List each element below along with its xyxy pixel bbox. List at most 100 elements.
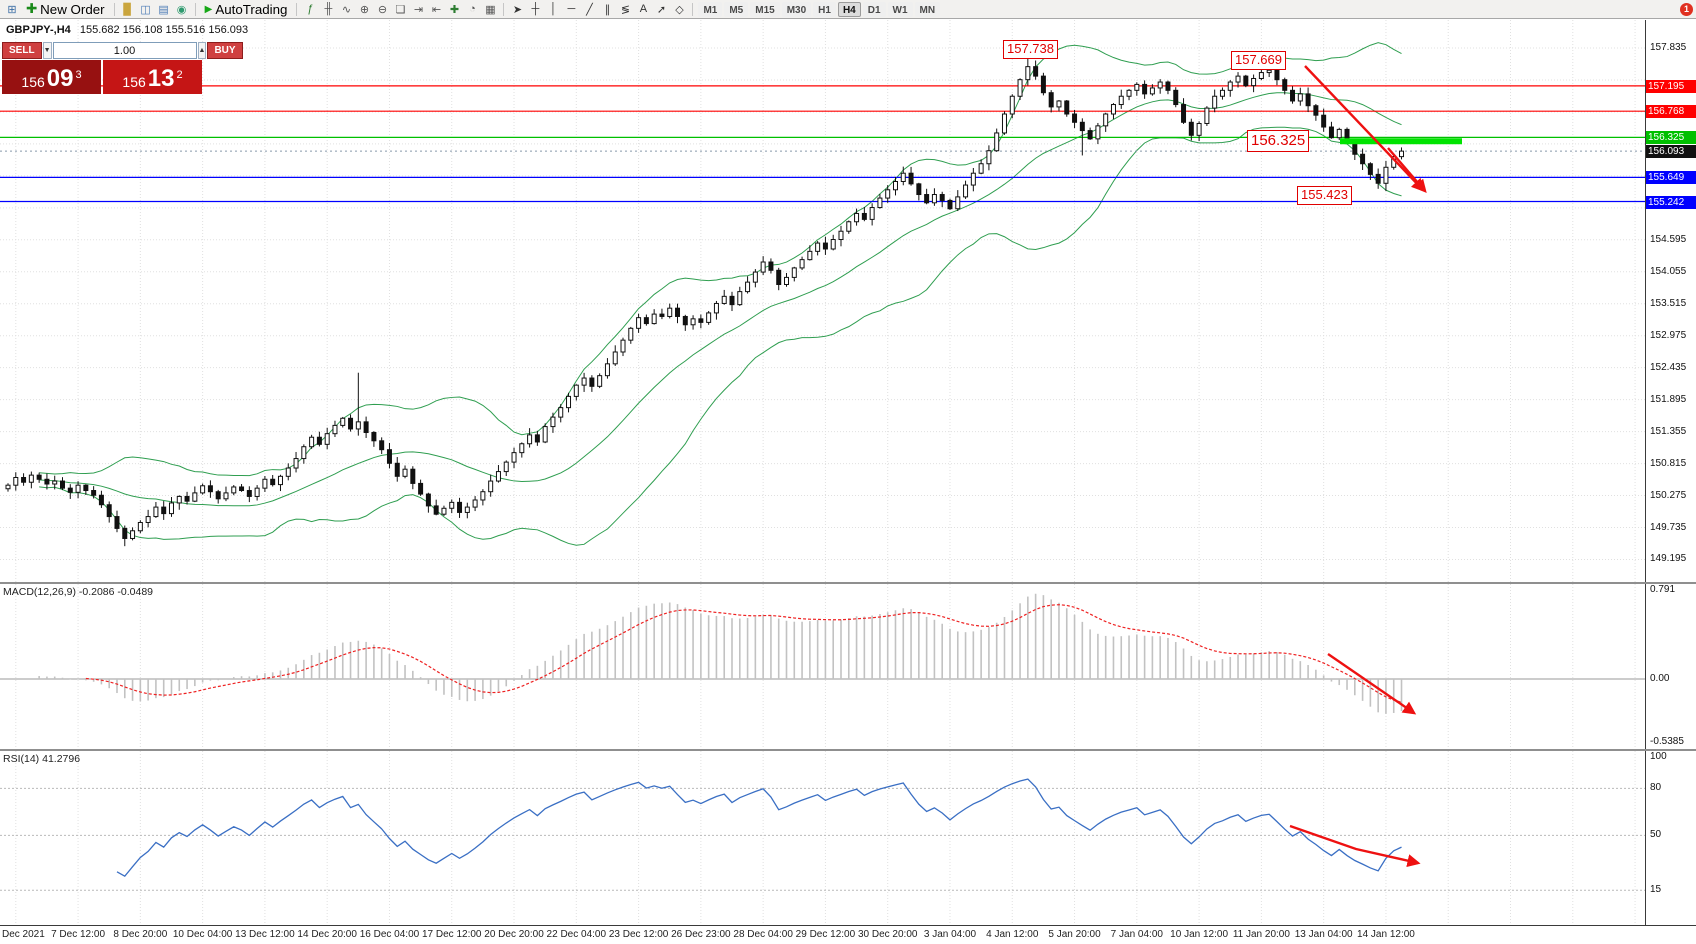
one-click-trading-panel: SELL ▼ ▲ BUY 156 09 3 156 13 2 (2, 42, 202, 94)
trend-arrow[interactable] (1290, 826, 1418, 863)
new-order-button[interactable]: ✚ New Order (21, 1, 110, 17)
panel-splitter[interactable] (0, 749, 1696, 751)
timeframe-H1[interactable]: H1 (813, 2, 836, 17)
trendline-icon[interactable]: ╱ (580, 0, 598, 18)
autotrading-button[interactable]: ▶ AutoTrading (200, 1, 293, 17)
timeframe-MN[interactable]: MN (915, 2, 941, 17)
buy-price-big: 156 (122, 75, 145, 91)
time-axis[interactable]: Dec 20217 Dec 12:008 Dec 20:0010 Dec 04:… (0, 925, 1696, 944)
volume-up-button[interactable]: ▲ (198, 42, 207, 59)
time-label: 28 Dec 04:00 (733, 929, 793, 940)
time-label: 16 Dec 04:00 (360, 929, 420, 940)
price-scale-label: 151.355 (1650, 426, 1686, 437)
toolbar-separator (195, 3, 196, 16)
symbol-info: GBPJPY-,H4 155.682 156.108 155.516 156.0… (6, 24, 248, 36)
candles (6, 54, 1404, 547)
price-scale-badge: 155.242 (1646, 196, 1696, 209)
market-watch-icon[interactable]: ◫ (137, 0, 155, 18)
arrows-icon[interactable]: ➚ (652, 0, 670, 18)
current-price-badge: 156.093 (1646, 145, 1696, 158)
buy-button[interactable]: BUY (207, 42, 242, 59)
auto-scroll-icon[interactable]: ⇥ (409, 0, 427, 18)
channel-icon[interactable]: ∥ (598, 0, 616, 18)
support-zone-segment[interactable] (1340, 138, 1462, 144)
macd-canvas[interactable] (0, 584, 1645, 749)
volume-down-button[interactable]: ▼ (43, 42, 52, 59)
templates-icon[interactable]: ▦ (481, 0, 499, 18)
price-scale-label: 154.595 (1650, 234, 1686, 245)
sell-button[interactable]: SELL (2, 42, 42, 59)
indicators-icon[interactable]: ƒ (301, 0, 319, 18)
toolbar-separator (296, 3, 297, 16)
buy-price-button[interactable]: 156 13 2 (103, 60, 202, 94)
price-scale-label: 152.975 (1650, 330, 1686, 341)
cursor-icon[interactable]: ➤ (508, 0, 526, 18)
timeframe-D1[interactable]: D1 (863, 2, 886, 17)
macd-scale-label: -0.5385 (1650, 736, 1684, 747)
add-indicator-icon[interactable]: ✚ (445, 0, 463, 18)
macd-name: MACD(12,26,9) (3, 586, 76, 598)
rsi-panel[interactable]: RSI(14) 41.2796 (0, 751, 1645, 925)
macd-histogram (39, 594, 1401, 714)
price-annotation[interactable]: 155.423 (1297, 186, 1352, 205)
macd-signal-line (86, 605, 1402, 703)
chart-shift-icon[interactable]: ⇤ (427, 0, 445, 18)
data-window-icon[interactable]: ▤ (155, 0, 173, 18)
time-label: 20 Dec 20:00 (484, 929, 544, 940)
chart-type-line-icon[interactable]: ∿ (337, 0, 355, 18)
time-label: 10 Dec 04:00 (173, 929, 233, 940)
trend-arrow[interactable] (1305, 66, 1423, 190)
notification-icon[interactable]: 1 (1680, 3, 1693, 16)
price-annotation[interactable]: 157.669 (1231, 51, 1286, 70)
new-chart-icon[interactable]: ⊞ (3, 0, 21, 18)
profiles-icon[interactable]: ▉ (119, 0, 137, 18)
text-icon[interactable]: A (634, 0, 652, 18)
volume-input[interactable] (53, 42, 197, 59)
sell-price-button[interactable]: 156 09 3 (2, 60, 101, 94)
new-order-label: New Order (40, 2, 104, 17)
timeframe-M15[interactable]: M15 (750, 2, 779, 17)
chart-type-candles-icon[interactable]: ╫ (319, 0, 337, 18)
zoom-out-icon[interactable]: ⊖ (373, 0, 391, 18)
macd-values: -0.2086 -0.0489 (79, 586, 153, 598)
price-annotation[interactable]: 157.738 (1003, 40, 1058, 59)
navigator-icon[interactable]: ◉ (173, 0, 191, 18)
timeframe-W1[interactable]: W1 (888, 2, 913, 17)
time-label: 13 Dec 12:00 (235, 929, 295, 940)
price-scale-label: 153.515 (1650, 298, 1686, 309)
time-label: 4 Jan 12:00 (986, 929, 1038, 940)
rsi-scale-label: 50 (1650, 829, 1661, 840)
zoom-in-icon[interactable]: ⊕ (355, 0, 373, 18)
time-label: 17 Dec 12:00 (422, 929, 482, 940)
shapes-icon[interactable]: ◇ (670, 0, 688, 18)
price-annotation[interactable]: 156.325 (1247, 130, 1309, 152)
timeframe-H4[interactable]: H4 (838, 2, 861, 17)
rsi-canvas[interactable] (0, 751, 1645, 925)
price-scale-label: 152.435 (1650, 362, 1686, 373)
fibonacci-icon[interactable]: ≶ (616, 0, 634, 18)
price-scale-label: 157.835 (1650, 42, 1686, 53)
period-clock-icon[interactable]: ◔ (463, 0, 481, 18)
crosshair-icon[interactable]: ┼ (526, 0, 544, 18)
time-label: 30 Dec 20:00 (858, 929, 918, 940)
tile-windows-icon[interactable]: ❏ (391, 0, 409, 18)
timeframe-M30[interactable]: M30 (782, 2, 811, 17)
mt4-terminal: { "toolbar": { "new_chart": {"name":"new… (0, 0, 1696, 944)
main-chart-canvas[interactable] (0, 20, 1645, 582)
vertical-line-icon[interactable]: │ (544, 0, 562, 18)
ohlc-values: 155.682 156.108 155.516 156.093 (80, 24, 248, 36)
time-label: 29 Dec 12:00 (796, 929, 856, 940)
time-label: 3 Jan 04:00 (924, 929, 976, 940)
new-order-icon: ✚ (26, 1, 37, 17)
price-scale-badge: 155.649 (1646, 171, 1696, 184)
macd-scale-label: 0.00 (1650, 673, 1669, 684)
panel-splitter[interactable] (0, 582, 1696, 584)
macd-panel[interactable]: MACD(12,26,9) -0.2086 -0.0489 (0, 584, 1645, 749)
time-label: 7 Jan 04:00 (1111, 929, 1163, 940)
main-chart-panel[interactable]: GBPJPY-,H4 155.682 156.108 155.516 156.0… (0, 20, 1645, 582)
timeframe-M1[interactable]: M1 (698, 2, 722, 17)
sell-price-sup: 3 (75, 70, 81, 91)
symbol-label: GBPJPY-,H4 (6, 24, 71, 36)
timeframe-M5[interactable]: M5 (724, 2, 748, 17)
horizontal-line-icon[interactable]: ─ (562, 0, 580, 18)
